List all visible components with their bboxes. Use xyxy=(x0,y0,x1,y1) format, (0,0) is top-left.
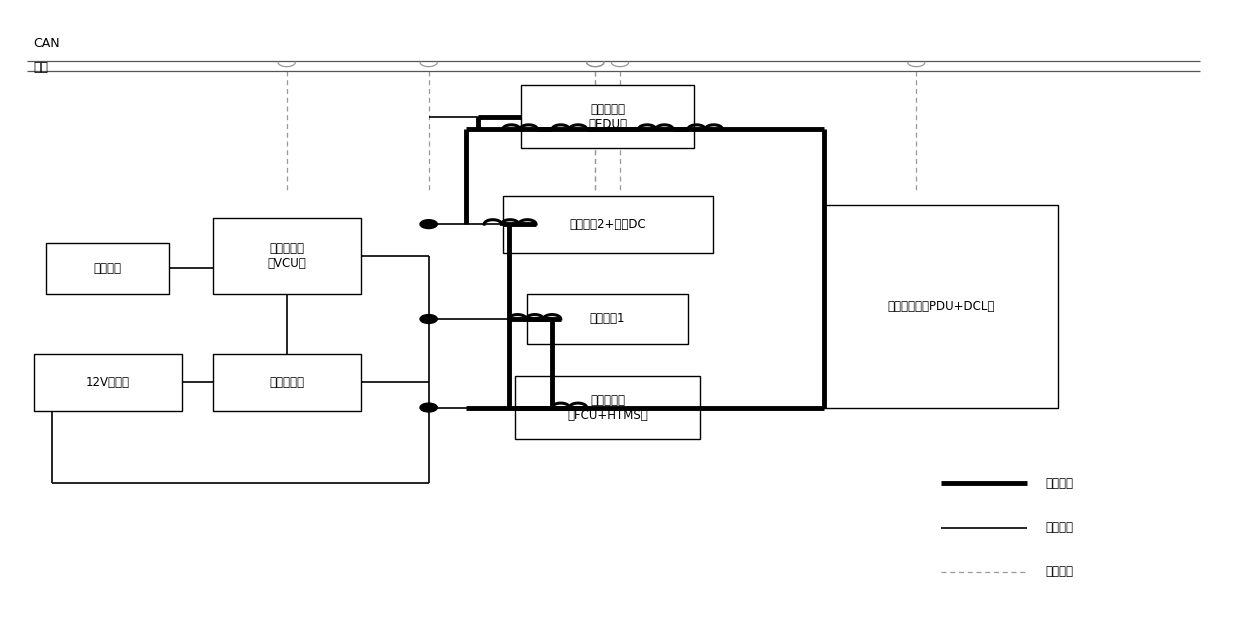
Text: 12V蓄电池: 12V蓄电池 xyxy=(86,376,130,389)
Circle shape xyxy=(420,403,438,412)
Circle shape xyxy=(420,219,438,228)
Text: 高压配电笱（PDU+DCL）: 高压配电笱（PDU+DCL） xyxy=(888,300,994,313)
Bar xyxy=(527,293,688,345)
Circle shape xyxy=(420,315,438,323)
Bar xyxy=(823,205,1058,408)
Bar xyxy=(502,196,713,253)
Text: 辅助能源1: 辅助能源1 xyxy=(590,313,625,325)
Text: CAN: CAN xyxy=(33,38,61,50)
Text: 电驱动单元
（EDU）: 电驱动单元 （EDU） xyxy=(588,103,627,131)
Text: 辅助能源2+双向DC: 辅助能源2+双向DC xyxy=(569,218,646,230)
Text: 低压线束: 低压线束 xyxy=(1045,521,1074,534)
Bar xyxy=(212,218,361,293)
Text: 高压线束: 高压线束 xyxy=(1045,477,1074,490)
Bar xyxy=(212,354,361,411)
Text: 启动开关: 启动开关 xyxy=(94,262,122,275)
Bar xyxy=(46,243,170,293)
Text: 整车控制器
（VCU）: 整车控制器 （VCU） xyxy=(268,242,306,270)
Bar xyxy=(33,354,182,411)
Text: 通讯: 通讯 xyxy=(33,61,48,74)
Text: 氢燃料系统
（FCU+HTMS）: 氢燃料系统 （FCU+HTMS） xyxy=(567,394,649,422)
Text: 低压配电盒: 低压配电盒 xyxy=(269,376,304,389)
Text: 通讯线束: 通讯线束 xyxy=(1045,565,1074,579)
Bar xyxy=(515,376,701,439)
Bar xyxy=(521,85,694,148)
